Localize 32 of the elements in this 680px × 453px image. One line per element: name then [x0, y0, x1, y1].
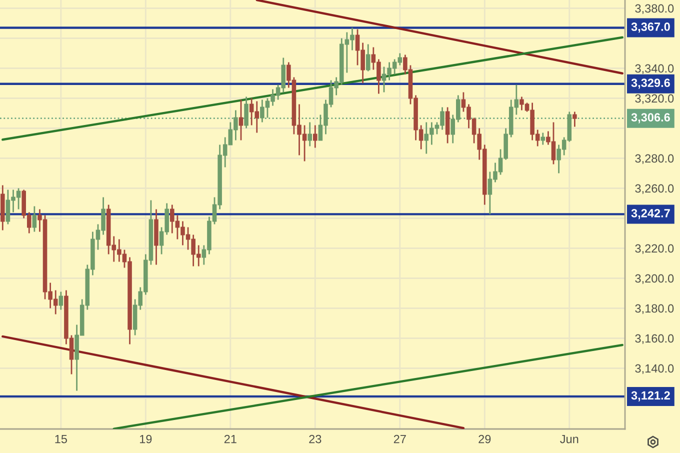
y-tick-label: 3,380.0: [635, 4, 674, 14]
candlestick: [244, 96, 248, 129]
candlestick: [445, 106, 450, 144]
x-tick-label: 29: [478, 434, 491, 444]
ref-line-label: 3,242.7: [631, 209, 670, 220]
y-tick-label: 3,200.0: [635, 274, 674, 284]
x-tick-label: 23: [309, 434, 322, 444]
ref-line-label: 3,367.0: [631, 22, 670, 33]
candlestick: [238, 99, 244, 141]
candlestick: [572, 111, 577, 128]
y-tick-label: 3,340.0: [635, 64, 674, 74]
candlestick: [366, 44, 370, 72]
ref-line-label: 3,329.6: [631, 78, 670, 89]
x-tick-label: 19: [140, 434, 152, 444]
x-tick-label: Jun: [560, 434, 578, 444]
y-tick-label: 3,220.0: [635, 244, 674, 254]
ref-line-label: 3,306.6: [631, 113, 670, 124]
candlestick: [32, 206, 37, 232]
y-tick-label: 3,260.0: [635, 184, 674, 194]
x-tick-label: 15: [55, 434, 67, 444]
x-tick-label: 27: [394, 434, 406, 444]
y-tick-label: 3,140.0: [635, 364, 674, 374]
candlestick: [308, 122, 312, 147]
ref-line-label: 3,121.2: [631, 391, 670, 402]
candlestick: [58, 291, 64, 310]
y-tick-label: 3,320.0: [635, 94, 674, 104]
y-tick-label: 3,280.0: [635, 154, 674, 164]
candlestick: [540, 132, 546, 146]
y-tick-label: 3,160.0: [635, 334, 674, 344]
y-tick-label: 3,180.0: [635, 304, 674, 314]
x-tick-label: 21: [224, 434, 236, 444]
candlestick: [313, 124, 318, 148]
